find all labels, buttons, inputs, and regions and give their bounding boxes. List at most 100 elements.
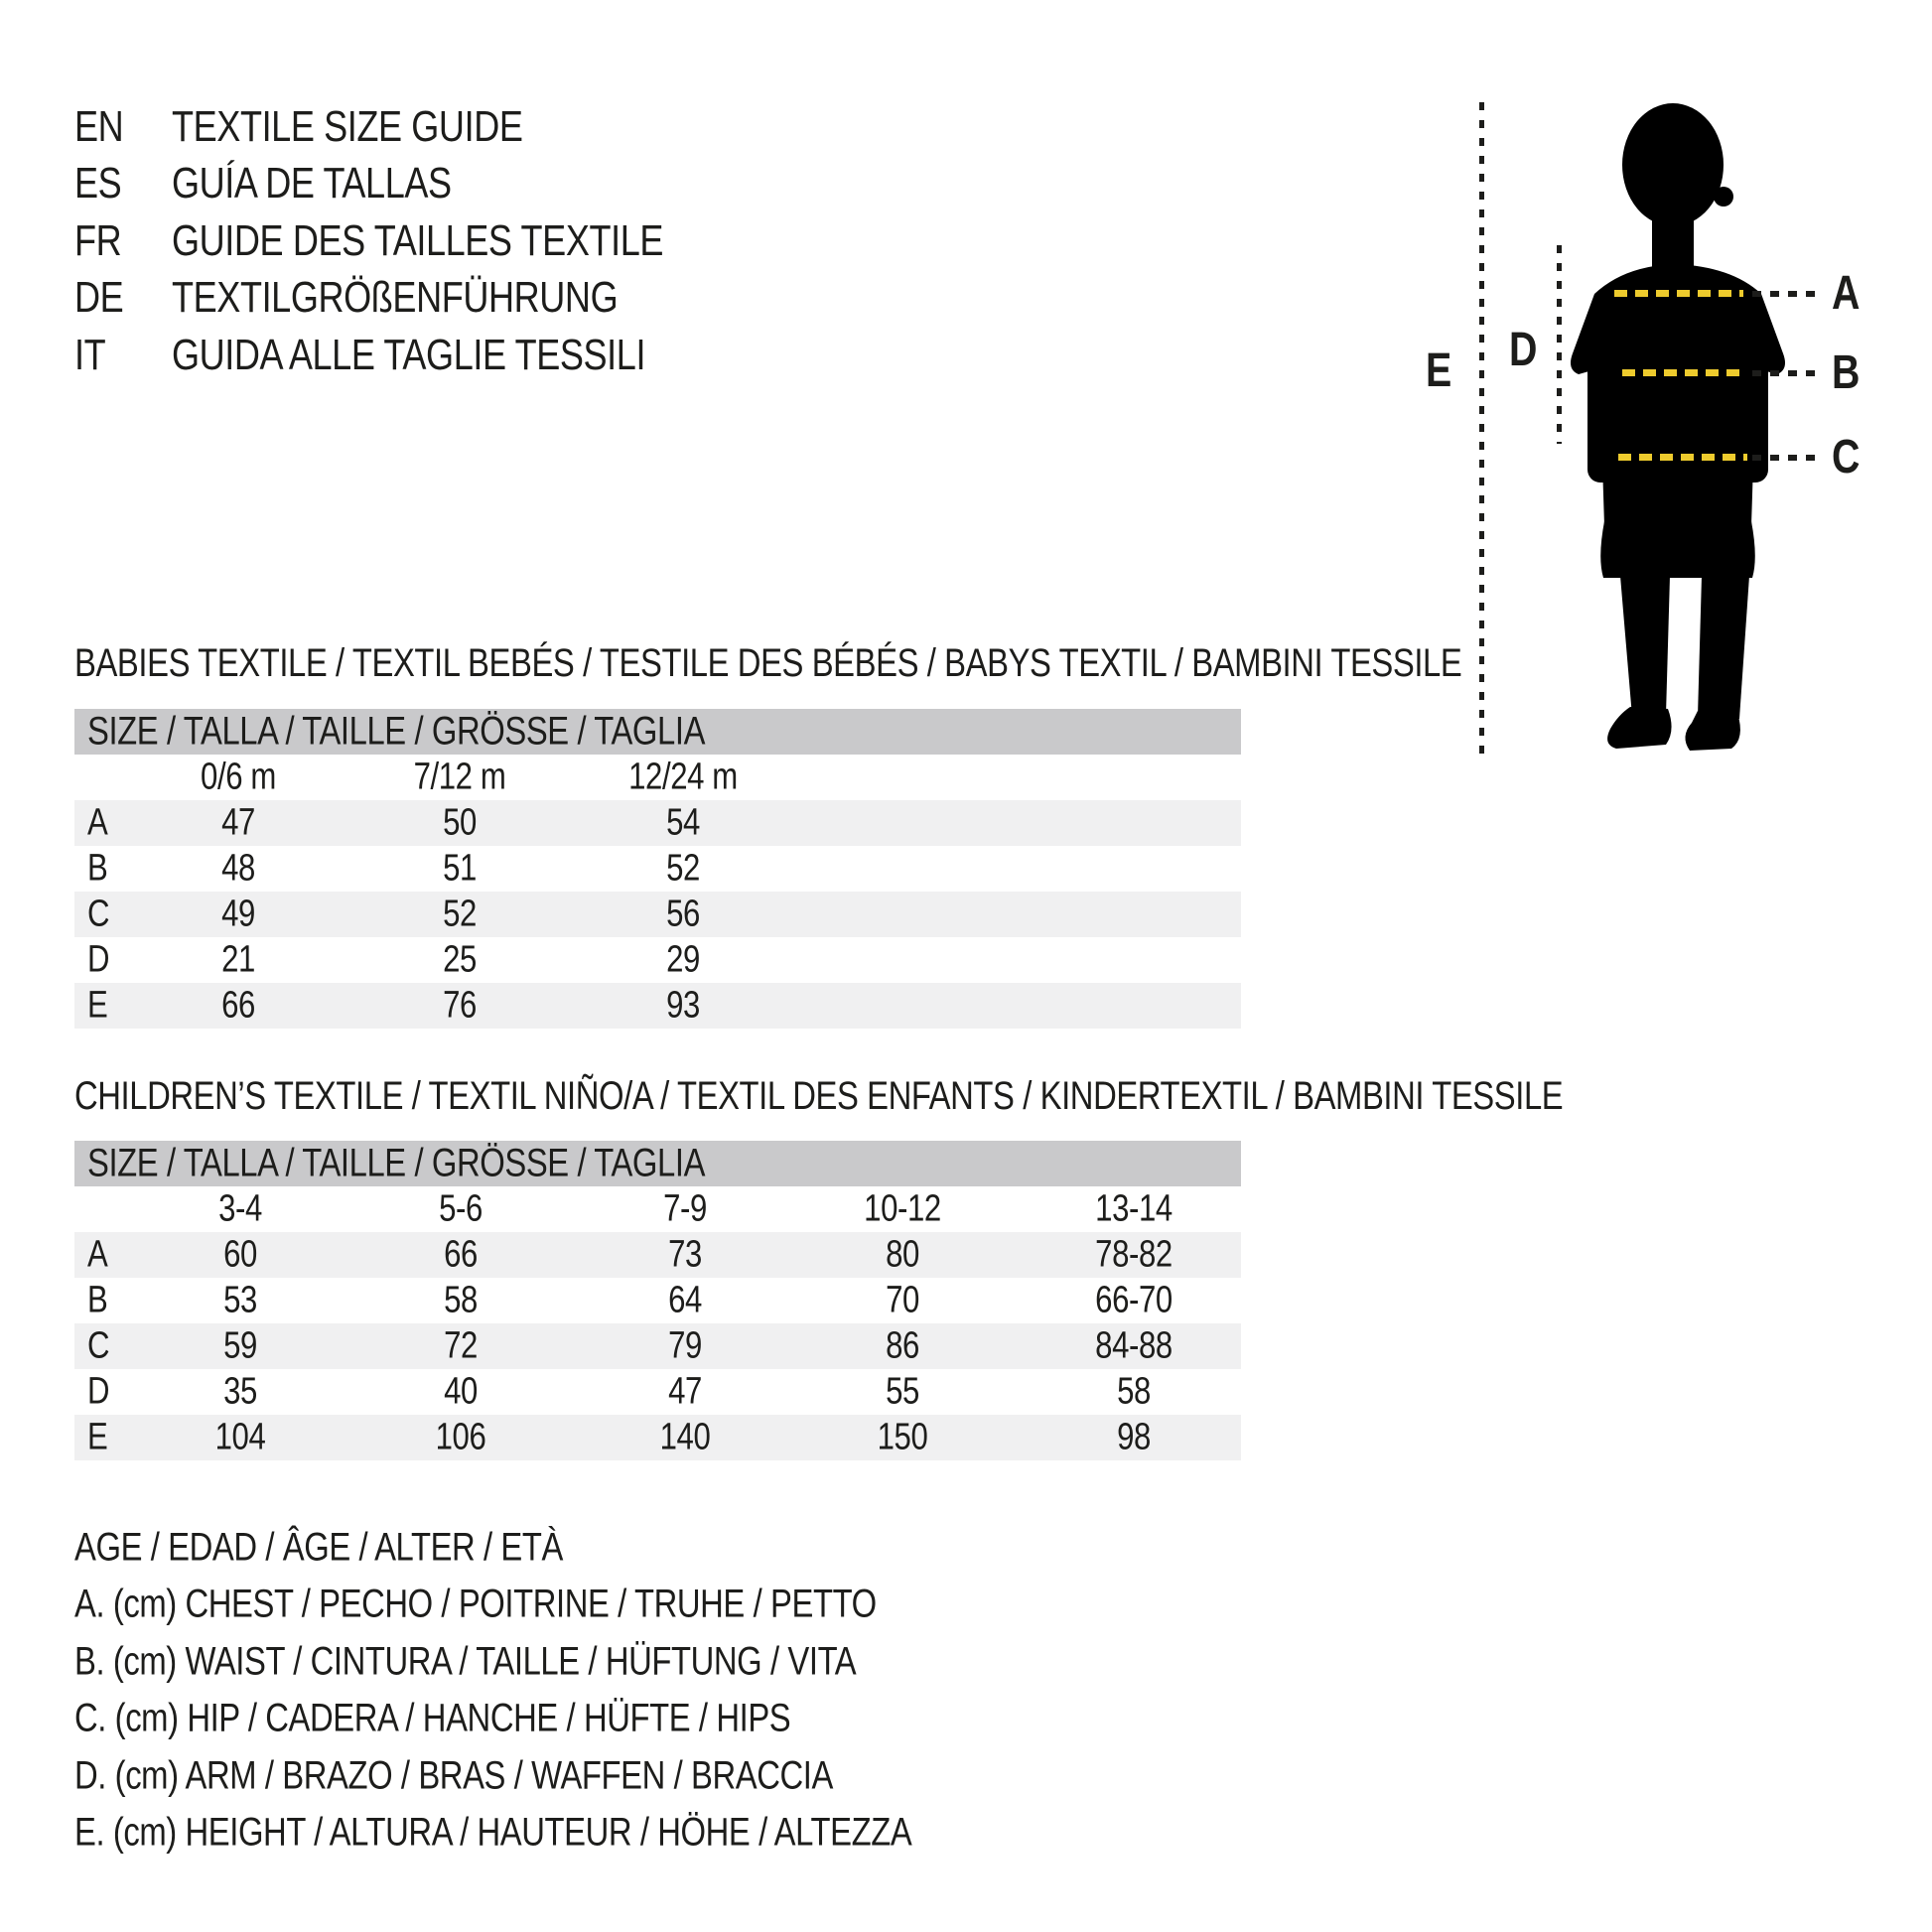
cell-value: 53 — [223, 1279, 257, 1321]
cell-value: 64 — [668, 1279, 702, 1321]
size-header-label: SIZE / TALLA / TAILLE / GRÖSSE / TAGLIA — [87, 709, 706, 754]
row-label: B — [87, 1279, 108, 1321]
table-row-b: B 53 58 64 70 66-70 — [74, 1278, 1241, 1323]
cell-value: 80 — [886, 1233, 919, 1276]
table-row-d: D 35 40 47 55 58 — [74, 1369, 1241, 1415]
cell-value: 84-88 — [1095, 1324, 1173, 1367]
cell-value: 52 — [443, 893, 477, 935]
children-section-title: CHILDREN’S TEXTILE / TEXTIL NIÑO/A / TEX… — [74, 1074, 1564, 1118]
column-header: 13-14 — [1095, 1187, 1173, 1230]
table-row-a: A 60 66 73 80 78-82 — [74, 1232, 1241, 1278]
row-label: E — [87, 1416, 108, 1458]
row-label: C — [87, 893, 110, 935]
lang-title: GUIDE DES TAILLES TEXTILE — [172, 215, 664, 265]
lang-code: FR — [74, 215, 122, 265]
table-row-c: C 59 72 79 86 84-88 — [74, 1323, 1241, 1369]
cell-value: 59 — [223, 1324, 257, 1367]
table-row-a: A 47 50 54 — [74, 800, 1241, 846]
column-header: 7/12 m — [413, 756, 506, 798]
waist-dash-yellow — [1622, 369, 1743, 376]
cell-value: 66-70 — [1095, 1279, 1173, 1321]
cell-value: 104 — [214, 1416, 266, 1458]
hip-dash-yellow — [1618, 454, 1747, 461]
cell-value: 150 — [877, 1416, 928, 1458]
figure-label-d: D — [1509, 324, 1538, 376]
cell-value: 47 — [668, 1370, 702, 1413]
table-row-d: D 21 25 29 — [74, 937, 1241, 983]
figure-label-a: A — [1832, 267, 1861, 320]
lang-title: TEXTILGRÖßENFÜHRUNG — [172, 273, 619, 323]
table-row-e: E 66 76 93 — [74, 983, 1241, 1029]
waist-dash-black — [1752, 370, 1822, 376]
cell-value: 72 — [444, 1324, 478, 1367]
row-label: C — [87, 1324, 110, 1367]
cell-value: 79 — [668, 1324, 702, 1367]
row-label: A — [87, 801, 108, 844]
cell-value: 21 — [221, 938, 255, 981]
cell-value: 47 — [221, 801, 255, 844]
cell-value: 50 — [443, 801, 477, 844]
cell-value: 70 — [886, 1279, 919, 1321]
cell-value: 106 — [435, 1416, 486, 1458]
figure-label-c: C — [1832, 431, 1861, 483]
height-measure-line-e — [1479, 102, 1484, 759]
lang-title: TEXTILE SIZE GUIDE — [172, 101, 523, 151]
babies-size-header-bar: SIZE / TALLA / TAILLE / GRÖSSE / TAGLIA — [74, 709, 1241, 755]
cell-value: 52 — [666, 847, 700, 890]
cell-value: 49 — [221, 893, 255, 935]
cell-value: 98 — [1117, 1416, 1151, 1458]
cell-value: 40 — [444, 1370, 478, 1413]
cell-value: 73 — [668, 1233, 702, 1276]
cell-value: 29 — [666, 938, 700, 981]
column-header: 10-12 — [864, 1187, 941, 1230]
lang-code: ES — [74, 159, 122, 208]
lang-code: IT — [74, 330, 106, 379]
row-label: E — [87, 984, 108, 1027]
cell-value: 58 — [1117, 1370, 1151, 1413]
cell-value: 60 — [223, 1233, 257, 1276]
children-column-header-row: 3-4 5-6 7-9 10-12 13-14 — [74, 1186, 1241, 1232]
row-label: A — [87, 1233, 108, 1276]
cell-value: 76 — [443, 984, 477, 1027]
cell-value: 140 — [659, 1416, 711, 1458]
column-header: 5-6 — [439, 1187, 483, 1230]
cell-value: 56 — [666, 893, 700, 935]
hip-dash-black — [1752, 455, 1822, 461]
cell-value: 93 — [666, 984, 700, 1027]
column-header: 3-4 — [218, 1187, 262, 1230]
figure-label-b: B — [1832, 346, 1861, 399]
chest-dash-black — [1752, 291, 1822, 297]
figure-label-e: E — [1426, 345, 1451, 397]
children-size-header-bar: SIZE / TALLA / TAILLE / GRÖSSE / TAGLIA — [74, 1141, 1241, 1186]
column-header: 12/24 m — [628, 756, 738, 798]
size-header-label: SIZE / TALLA / TAILLE / GRÖSSE / TAGLIA — [87, 1141, 706, 1185]
cell-value: 66 — [444, 1233, 478, 1276]
child-silhouette — [1571, 103, 1785, 751]
chest-dash-yellow — [1614, 290, 1743, 297]
column-header: 0/6 m — [201, 756, 276, 798]
row-label: D — [87, 938, 110, 981]
cell-value: 51 — [443, 847, 477, 890]
cell-value: 86 — [886, 1324, 919, 1367]
lang-code: DE — [74, 273, 124, 323]
row-label: B — [87, 847, 108, 890]
cell-value: 55 — [886, 1370, 919, 1413]
table-row-b: B 48 51 52 — [74, 846, 1241, 892]
column-header: 7-9 — [663, 1187, 707, 1230]
lang-code: EN — [74, 101, 124, 151]
cell-value: 54 — [666, 801, 700, 844]
table-row-e: E 104 106 140 150 98 — [74, 1415, 1241, 1460]
cell-value: 48 — [221, 847, 255, 890]
arm-measure-line-d — [1557, 245, 1562, 444]
cell-value: 78-82 — [1095, 1233, 1173, 1276]
cell-value: 66 — [221, 984, 255, 1027]
lang-title: GUÍA DE TALLAS — [172, 159, 452, 208]
lang-title: GUIDA ALLE TAGLIE TESSILI — [172, 330, 646, 379]
cell-value: 35 — [223, 1370, 257, 1413]
cell-value: 58 — [444, 1279, 478, 1321]
cell-value: 25 — [443, 938, 477, 981]
table-row-c: C 49 52 56 — [74, 892, 1241, 937]
babies-column-header-row: 0/6 m 7/12 m 12/24 m — [74, 755, 1241, 800]
row-label: D — [87, 1370, 110, 1413]
